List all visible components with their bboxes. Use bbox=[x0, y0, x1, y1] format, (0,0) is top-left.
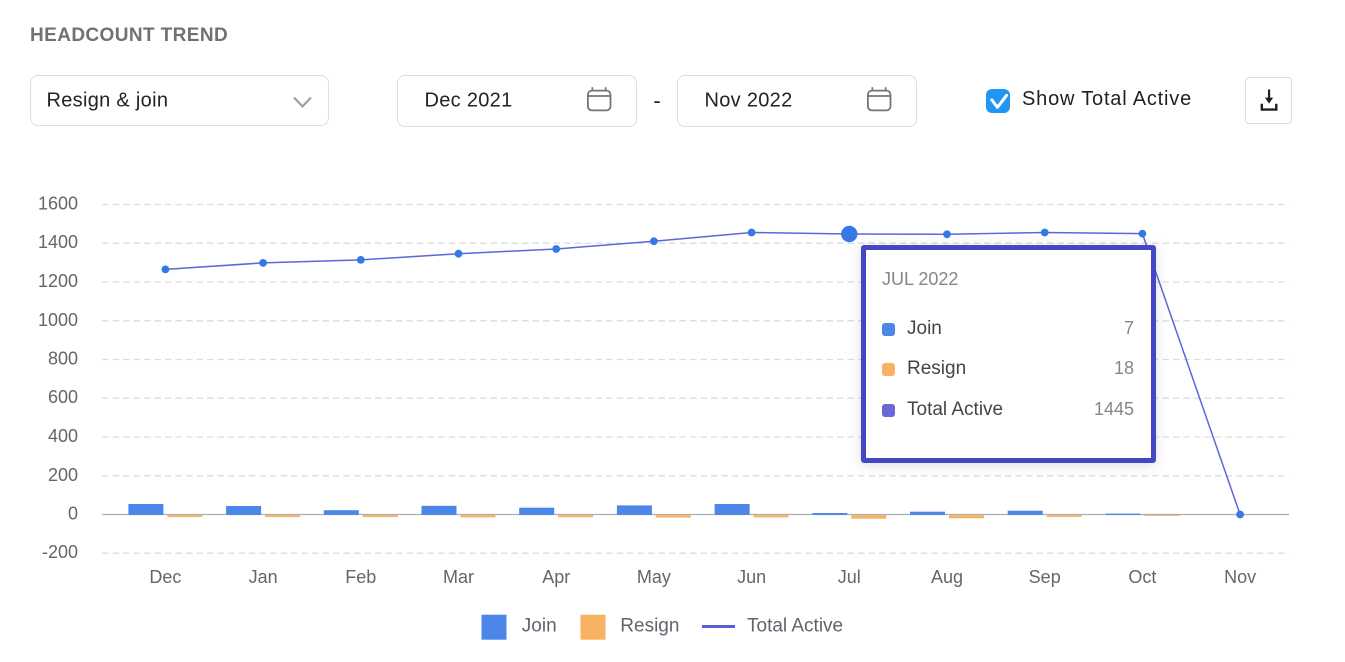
svg-text:0: 0 bbox=[68, 504, 78, 524]
svg-text:Aug: Aug bbox=[931, 567, 963, 587]
svg-text:1000: 1000 bbox=[38, 310, 78, 330]
svg-text:800: 800 bbox=[48, 349, 78, 369]
svg-text:May: May bbox=[637, 567, 671, 587]
svg-text:Dec: Dec bbox=[149, 567, 181, 587]
svg-text:Total Active: Total Active bbox=[747, 616, 843, 637]
svg-text:1600: 1600 bbox=[38, 194, 78, 214]
svg-text:-200: -200 bbox=[42, 542, 78, 562]
svg-text:Resign: Resign bbox=[620, 616, 679, 637]
svg-text:Apr: Apr bbox=[542, 567, 570, 587]
svg-text:1400: 1400 bbox=[38, 232, 78, 252]
svg-text:400: 400 bbox=[48, 426, 78, 446]
svg-text:Jul: Jul bbox=[838, 567, 861, 587]
svg-text:Feb: Feb bbox=[345, 567, 376, 587]
svg-text:Oct: Oct bbox=[1128, 567, 1156, 587]
svg-text:Jan: Jan bbox=[249, 567, 278, 587]
svg-text:600: 600 bbox=[48, 387, 78, 407]
svg-text:Sep: Sep bbox=[1029, 567, 1061, 587]
svg-text:1200: 1200 bbox=[38, 271, 78, 291]
svg-text:Nov: Nov bbox=[1224, 567, 1256, 587]
svg-text:Mar: Mar bbox=[443, 567, 474, 587]
svg-text:200: 200 bbox=[48, 465, 78, 485]
svg-text:Jun: Jun bbox=[737, 567, 766, 587]
svg-text:Join: Join bbox=[522, 616, 557, 637]
